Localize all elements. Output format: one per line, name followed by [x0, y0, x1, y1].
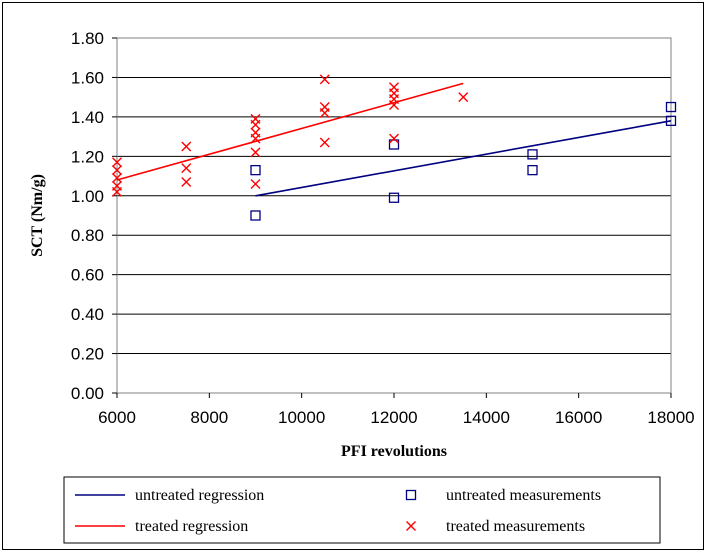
plot-area	[116, 37, 672, 394]
data-point	[319, 137, 330, 148]
series-layer	[112, 74, 677, 221]
data-point	[665, 101, 677, 113]
untreated-measurements-series	[250, 101, 677, 221]
data-point	[388, 192, 400, 203]
x-tick-label: 14000	[463, 408, 510, 427]
data-point	[389, 100, 399, 111]
treated-regression-series	[116, 82, 464, 181]
y-tick-label: 1.40	[71, 108, 104, 127]
data-point	[389, 133, 399, 144]
legend-label: untreated measurements	[446, 487, 601, 504]
legend-swatch	[406, 521, 416, 531]
gridlines	[117, 37, 671, 394]
data-point	[665, 115, 677, 126]
x-axis-tick-labels: 6000 8000 10000 12000 14000 16000 18000	[98, 393, 695, 427]
x-axis-title: PFI revolutions	[341, 443, 447, 460]
untreated-regression-series	[255, 120, 672, 197]
legend-box	[63, 476, 661, 544]
regression-line	[116, 82, 464, 181]
y-axis-tick-labels: 0.00 0.20 0.40 0.60 0.80 1.00 1.20 1.40 1.60 1.80	[71, 29, 117, 403]
legend-item: untreated regression	[75, 487, 264, 504]
x-tick-label: 10000	[278, 408, 325, 427]
data-point	[250, 164, 261, 176]
y-tick-label: 0.00	[71, 384, 104, 403]
legend-item: treated measurements	[406, 518, 585, 535]
data-point	[319, 107, 330, 118]
y-tick-label: 1.60	[71, 68, 104, 87]
treated-measurements-series	[112, 74, 469, 197]
data-point	[250, 147, 261, 158]
data-point	[388, 139, 400, 150]
legend: untreated regression treated regression un…	[63, 476, 661, 544]
x-tick-label: 8000	[190, 408, 228, 427]
data-point	[112, 165, 122, 176]
x-tick-label: 18000	[647, 408, 694, 427]
y-tick-label: 0.40	[71, 305, 104, 324]
x-tick-label: 16000	[555, 408, 602, 427]
data-point	[527, 149, 538, 160]
y-axis-title: SCT (Nm/g)	[29, 174, 46, 257]
data-point	[250, 119, 261, 130]
data-point	[250, 210, 261, 221]
data-point	[112, 173, 122, 184]
data-point	[181, 176, 192, 187]
data-point	[527, 164, 538, 176]
data-point	[319, 74, 330, 85]
legend-label: untreated regression	[135, 487, 264, 504]
data-point	[181, 141, 192, 152]
data-point	[112, 186, 122, 197]
y-tick-label: 0.60	[71, 266, 104, 285]
y-tick-label: 0.20	[71, 345, 104, 364]
y-tick-label: 1.20	[71, 147, 104, 166]
y-tick-label: 1.80	[71, 29, 104, 48]
legend-label: treated regression	[135, 518, 248, 535]
regression-line	[255, 120, 672, 197]
x-tick-label: 12000	[370, 408, 417, 427]
data-point	[181, 163, 192, 174]
legend-label: treated measurements	[446, 518, 585, 535]
y-tick-label: 1.00	[71, 187, 104, 206]
data-point	[458, 92, 469, 103]
legend-item: treated regression	[75, 518, 248, 535]
data-point	[250, 178, 261, 189]
legend-item: untreated measurements	[405, 487, 601, 504]
x-tick-label: 6000	[98, 408, 136, 427]
y-tick-label: 0.80	[71, 226, 104, 245]
legend-swatch	[405, 489, 417, 501]
data-point	[250, 133, 261, 144]
data-point	[112, 157, 122, 168]
